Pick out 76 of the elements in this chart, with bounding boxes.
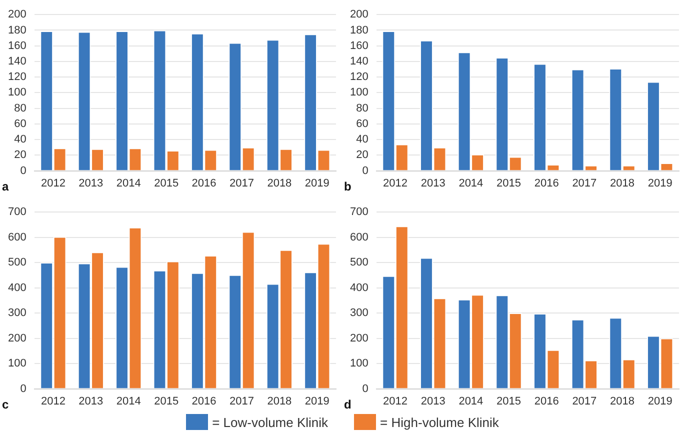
legend-label: = Low-volume Klinik — [212, 414, 328, 430]
x-tick-label: 2015 — [496, 395, 522, 408]
y-tick-label: 400 — [8, 282, 26, 294]
x-tick-label: 2016 — [192, 395, 216, 408]
y-tick-label: 200 — [8, 8, 26, 21]
y-tick-label: 700 — [8, 206, 26, 218]
y-tick-label: 400 — [350, 282, 368, 294]
y-tick-label: 100 — [8, 86, 26, 99]
x-tick-label: 2015 — [154, 177, 179, 190]
x-tick-label: 2014 — [116, 177, 141, 190]
y-tick-label: 60 — [356, 118, 368, 130]
x-tick-label: 2016 — [534, 395, 559, 408]
y-tick-label: 200 — [8, 332, 26, 344]
legend-label: = High-volume Klinik — [380, 414, 499, 430]
y-tick-label: 40 — [14, 134, 26, 146]
x-tick-label: 2014 — [458, 177, 484, 190]
y-tick-label: 500 — [350, 256, 368, 269]
x-tick-label: 2015 — [496, 177, 522, 190]
y-tick-label: 0 — [20, 382, 26, 395]
x-tick-label: 2018 — [610, 177, 634, 190]
x-tick-label: 2018 — [610, 395, 634, 408]
y-tick-label: 0 — [362, 164, 368, 177]
y-tick-label: 160 — [8, 40, 26, 52]
x-tick-label: 2013 — [78, 177, 104, 190]
y-tick-label: 180 — [8, 24, 26, 36]
y-tick-label: 140 — [350, 55, 368, 68]
text: b — [344, 179, 352, 194]
text: d — [344, 397, 352, 412]
x-tick-label: 2012 — [40, 395, 66, 408]
x-tick-label: 2017 — [229, 177, 254, 190]
y-tick-label: 700 — [350, 206, 368, 218]
y-tick-label: 100 — [350, 358, 368, 370]
x-tick-label: 2017 — [572, 395, 597, 408]
y-tick-label: 300 — [350, 307, 368, 320]
x-tick-label: 2015 — [154, 395, 179, 408]
x-tick-label: 2014 — [458, 395, 484, 408]
y-tick-label: 40 — [356, 134, 368, 146]
x-tick-label: 2013 — [420, 177, 446, 190]
x-tick-label: 2016 — [192, 177, 216, 190]
x-tick-label: 2018 — [267, 177, 292, 190]
y-tick-label: 100 — [350, 86, 368, 99]
x-tick-label: 2018 — [267, 395, 292, 408]
x-tick-label: 2019 — [648, 395, 672, 408]
y-tick-label: 140 — [8, 55, 26, 68]
x-tick-label: 2019 — [304, 177, 330, 190]
y-tick-label: 20 — [356, 149, 368, 162]
y-tick-label: 600 — [8, 231, 26, 244]
x-tick-label: 2012 — [383, 395, 408, 408]
y-tick-label: 120 — [350, 71, 368, 84]
y-tick-label: 0 — [362, 382, 368, 395]
x-tick-label: 2013 — [78, 395, 104, 408]
y-tick-label: 100 — [8, 358, 26, 370]
x-tick-label: 2017 — [229, 395, 254, 408]
y-tick-label: 600 — [350, 231, 368, 244]
x-tick-label: 2012 — [40, 177, 66, 190]
y-tick-label: 20 — [14, 149, 26, 162]
y-tick-label: 80 — [356, 102, 368, 114]
y-tick-label: 300 — [8, 307, 26, 320]
x-tick-label: 2013 — [420, 395, 446, 408]
x-tick-label: 2019 — [648, 177, 672, 190]
text: c — [2, 397, 9, 412]
y-tick-label: 200 — [350, 8, 368, 21]
x-tick-label: 2014 — [116, 395, 141, 408]
x-tick-label: 2012 — [383, 177, 408, 190]
x-tick-label: 2019 — [304, 395, 330, 408]
y-tick-label: 160 — [350, 40, 368, 52]
x-tick-label: 2016 — [534, 177, 559, 190]
y-tick-label: 80 — [14, 102, 26, 114]
y-tick-label: 60 — [14, 118, 26, 130]
y-tick-label: 200 — [350, 332, 368, 344]
y-tick-label: 120 — [8, 71, 26, 84]
y-tick-label: 0 — [20, 164, 26, 177]
y-tick-label: 500 — [8, 256, 26, 269]
text: a — [2, 179, 9, 194]
x-tick-label: 2017 — [572, 177, 597, 190]
y-tick-label: 180 — [350, 24, 368, 36]
